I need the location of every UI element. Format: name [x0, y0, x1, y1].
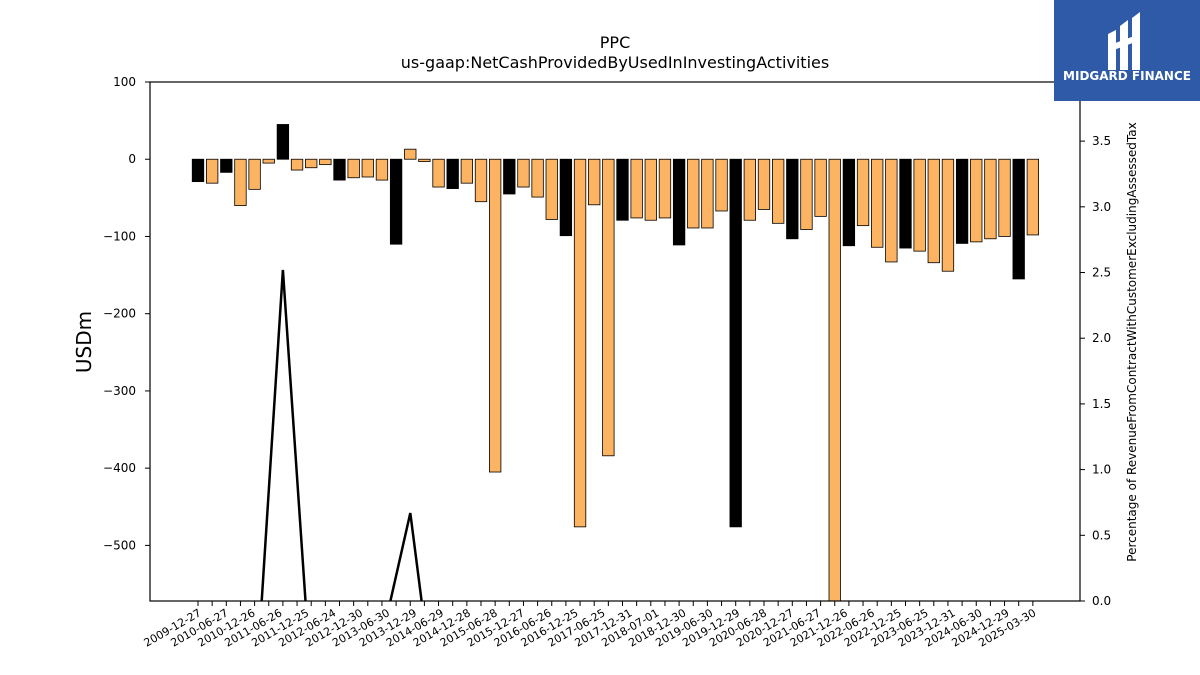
bar	[927, 158, 940, 264]
bar	[474, 158, 488, 203]
bar	[347, 158, 360, 179]
bar	[305, 158, 318, 169]
midgard-logo-icon	[1108, 12, 1140, 70]
y2-tick-label: 1.0	[1092, 463, 1111, 477]
bar	[644, 158, 657, 221]
bar	[573, 158, 587, 528]
y-tick-label: −300	[103, 384, 136, 398]
logo-text: MIDGARD FINANCE	[1063, 69, 1191, 83]
bar	[842, 158, 856, 247]
bar	[361, 158, 374, 178]
bar	[234, 158, 247, 206]
bar	[729, 158, 742, 528]
bar	[658, 158, 672, 219]
bar	[772, 158, 785, 224]
bar	[899, 158, 912, 249]
bar	[913, 158, 926, 252]
bar	[814, 158, 827, 217]
x-axis: 2009-12-272010-06-272010-12-262011-06-26…	[142, 601, 1038, 650]
bar	[276, 124, 290, 160]
bar	[333, 158, 346, 181]
bar	[757, 158, 771, 210]
bar	[588, 158, 601, 206]
bar	[743, 158, 756, 221]
bar	[856, 158, 870, 227]
bar	[262, 158, 275, 164]
bar	[375, 158, 389, 181]
bar	[998, 158, 1011, 237]
bar	[630, 158, 643, 219]
bar	[319, 158, 332, 166]
bar	[616, 158, 629, 221]
bar	[687, 158, 700, 229]
y-tick-label: 100	[113, 75, 136, 89]
bar	[828, 158, 841, 602]
bars-layer	[191, 124, 1039, 602]
bar	[559, 158, 573, 237]
bar	[389, 158, 403, 245]
y-tick-label: −200	[103, 307, 136, 321]
y2-tick-label: 3.5	[1092, 134, 1111, 148]
bar	[432, 158, 445, 188]
y-axis-left: 100 0 −100 −200 −300 −400 −500	[103, 75, 150, 552]
bar	[191, 158, 205, 183]
bar	[984, 158, 997, 240]
y-tick-label: −400	[103, 461, 136, 475]
y-tick-label: −500	[103, 538, 136, 552]
chart-title: PPC	[600, 33, 630, 52]
bar	[1012, 158, 1025, 280]
line-layer	[260, 269, 423, 602]
plot-frame	[149, 81, 1081, 602]
bar	[701, 158, 714, 229]
bar	[941, 158, 955, 272]
bar	[460, 158, 474, 184]
y2-tick-label: 2.0	[1092, 331, 1111, 345]
bar	[220, 158, 233, 173]
bar	[955, 158, 969, 244]
bar	[885, 158, 898, 263]
bar	[970, 158, 983, 243]
y2-tick-label: 3.0	[1092, 200, 1111, 214]
bar	[404, 148, 417, 160]
bar	[446, 158, 459, 189]
y2-tick-label: 0.5	[1092, 528, 1111, 542]
bar	[517, 158, 530, 188]
bar	[503, 158, 516, 195]
bar	[871, 158, 884, 248]
bar	[715, 158, 728, 212]
bar	[800, 158, 813, 230]
chart-subtitle: us-gaap:NetCashProvidedByUsedInInvesting…	[401, 53, 829, 72]
bar	[545, 158, 558, 220]
bar	[488, 158, 502, 473]
bar	[205, 158, 219, 184]
series-line	[389, 512, 423, 602]
y-tick-label: −100	[103, 229, 136, 243]
y2-tick-label: 0.0	[1092, 594, 1111, 608]
bar	[602, 158, 615, 457]
y-axis-label: USDm	[72, 311, 96, 373]
y2-axis-label: Percentage of RevenueFromContractWithCus…	[1125, 122, 1139, 561]
bar	[248, 158, 261, 190]
y2-tick-label: 2.5	[1092, 266, 1111, 280]
series-line	[260, 269, 307, 602]
bar	[290, 158, 304, 171]
logo: MIDGARD FINANCE	[1054, 0, 1200, 101]
y2-tick-label: 1.5	[1092, 397, 1111, 411]
bar	[672, 158, 686, 246]
bar	[786, 158, 799, 240]
bar	[418, 158, 431, 162]
bar	[1026, 158, 1039, 236]
y-axis-right: 0.0 0.5 1.0 1.5 2.0 2.5 3.0 3.5	[1080, 134, 1111, 608]
y-tick-label: 0	[128, 152, 136, 166]
bar	[531, 158, 544, 198]
